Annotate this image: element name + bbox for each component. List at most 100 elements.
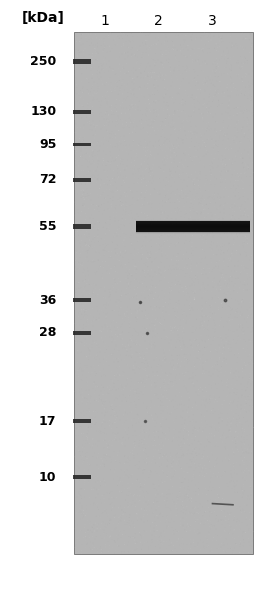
Point [146,95,151,104]
Point [112,173,116,183]
Point [149,230,153,239]
Point [137,430,141,439]
Point [103,511,107,521]
Point [233,395,237,404]
Point [141,200,145,209]
Point [77,230,81,240]
Point [204,507,208,516]
Point [192,152,196,161]
Point [76,205,80,214]
Point [149,220,153,229]
Point [109,375,113,384]
Point [191,471,195,481]
Point [167,485,171,494]
Point [101,324,105,333]
Point [138,422,143,432]
Point [162,497,166,507]
Point [193,460,197,469]
Point [102,443,106,452]
Point [125,375,129,385]
Point [145,509,150,519]
Point [199,494,204,503]
Point [145,246,149,255]
Point [89,530,93,539]
Point [188,492,192,502]
Point [184,375,188,385]
Point [235,469,239,479]
Point [240,405,244,414]
Point [211,163,215,173]
Point [124,530,128,540]
Point [89,63,93,72]
Point [139,73,143,82]
Point [146,262,150,272]
Point [232,235,236,244]
Point [85,492,89,502]
Point [126,455,130,464]
Point [92,165,96,174]
Point [97,237,101,246]
Point [92,205,96,214]
Point [226,454,230,463]
Point [179,501,184,511]
Point [91,245,95,254]
Point [190,279,194,289]
Point [189,406,194,415]
Point [98,542,102,551]
Point [183,415,187,425]
Point [121,385,125,395]
Point [182,340,186,350]
Point [201,465,206,475]
Point [240,223,244,232]
Point [99,336,103,345]
Point [109,200,113,210]
Point [238,137,242,146]
Point [233,123,237,133]
Point [108,62,112,72]
Point [169,396,174,406]
Point [223,154,227,163]
Point [222,525,226,535]
Point [92,239,97,249]
Point [175,45,179,55]
Point [82,511,86,521]
Point [75,492,79,502]
Point [116,337,120,346]
Point [188,310,192,319]
Point [171,44,175,53]
Point [120,210,124,220]
Point [158,82,163,91]
Point [92,238,97,247]
Point [190,328,194,337]
Point [89,297,93,307]
Point [199,45,203,54]
Point [189,398,193,408]
Point [235,405,239,414]
Point [216,203,220,213]
Point [157,547,161,557]
Point [183,243,187,253]
Point [87,274,91,284]
Point [236,184,240,194]
Point [73,471,77,481]
Point [227,58,231,67]
Point [95,415,99,425]
Point [137,304,141,313]
Point [216,279,220,288]
Point [136,226,140,236]
Point [161,140,165,150]
Point [77,91,81,100]
Point [249,72,253,81]
Point [181,376,185,385]
Point [194,64,198,73]
Point [122,446,126,455]
Point [178,192,182,201]
Point [104,287,108,296]
Point [89,45,93,55]
Point [229,406,233,416]
Point [118,532,122,541]
Point [126,42,130,52]
Point [114,35,118,45]
Point [81,268,85,277]
Point [102,546,106,555]
